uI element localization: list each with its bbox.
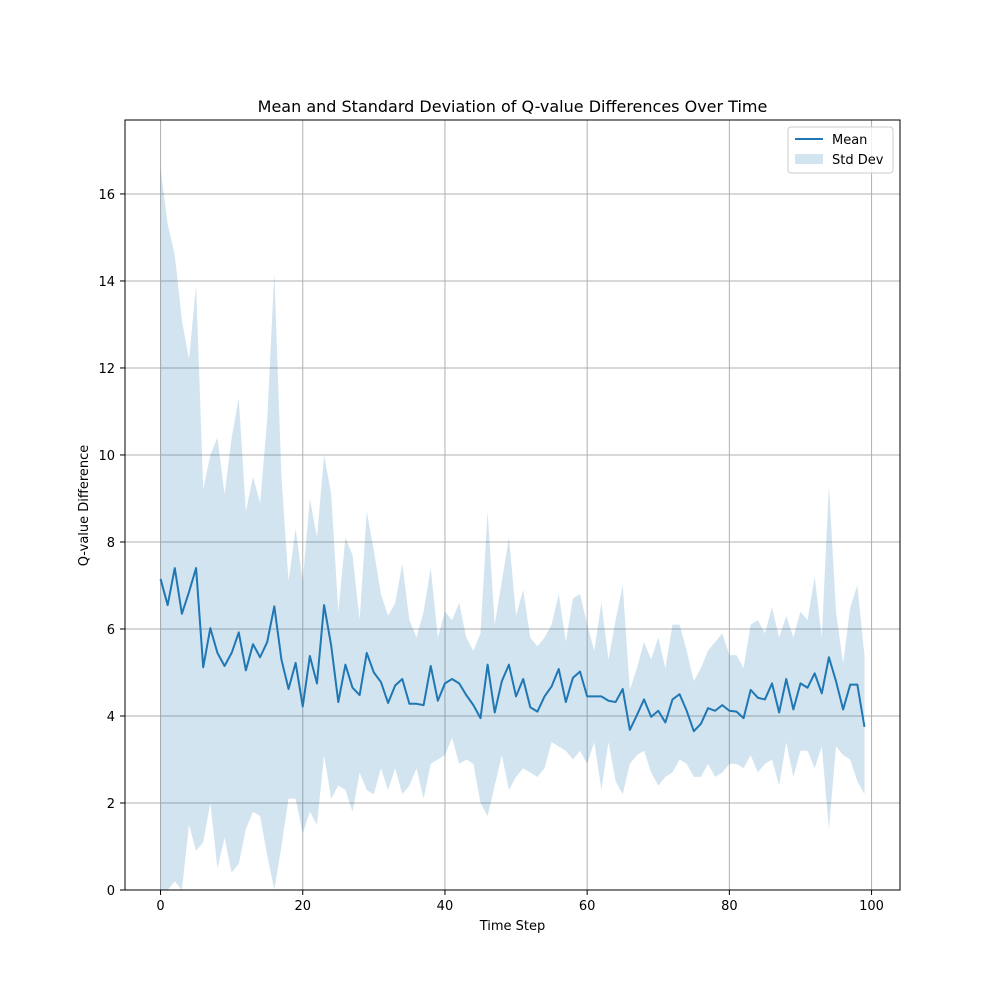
y-tick-label: 4 <box>107 710 115 725</box>
grid <box>125 120 900 891</box>
plot-frame <box>124 119 901 891</box>
chart-title: Mean and Standard Deviation of Q-value D… <box>258 97 768 116</box>
mean-line <box>159 567 866 733</box>
y-tick-label: 0 <box>107 884 115 899</box>
x-tick-label: 80 <box>721 899 738 914</box>
legend-std-label: Std Dev <box>832 153 884 168</box>
y-tick-label: 2 <box>107 797 115 812</box>
x-tick-label: 40 <box>437 899 454 914</box>
legend: Mean Std Dev <box>787 126 894 174</box>
legend-mean-label: Mean <box>832 133 867 148</box>
x-axis-label: Time Step <box>479 919 546 934</box>
y-axis-ticks: 0 2 4 6 8 10 12 14 16 <box>98 188 125 899</box>
x-tick-label: 20 <box>294 899 311 914</box>
y-axis-label: Q-value Difference <box>77 445 92 567</box>
legend-std-swatch <box>795 154 823 164</box>
x-tick-label: 60 <box>579 899 596 914</box>
std-dev-band <box>160 167 865 891</box>
x-tick-label: 0 <box>156 899 164 914</box>
x-tick-label: 100 <box>859 899 884 914</box>
y-tick-label: 8 <box>107 536 115 551</box>
y-tick-label: 16 <box>98 188 115 203</box>
x-axis-ticks: 0 20 40 60 80 100 <box>156 890 884 914</box>
y-tick-label: 14 <box>98 275 115 290</box>
y-tick-label: 12 <box>98 362 115 377</box>
y-tick-label: 10 <box>98 449 115 464</box>
y-tick-label: 6 <box>107 623 115 638</box>
